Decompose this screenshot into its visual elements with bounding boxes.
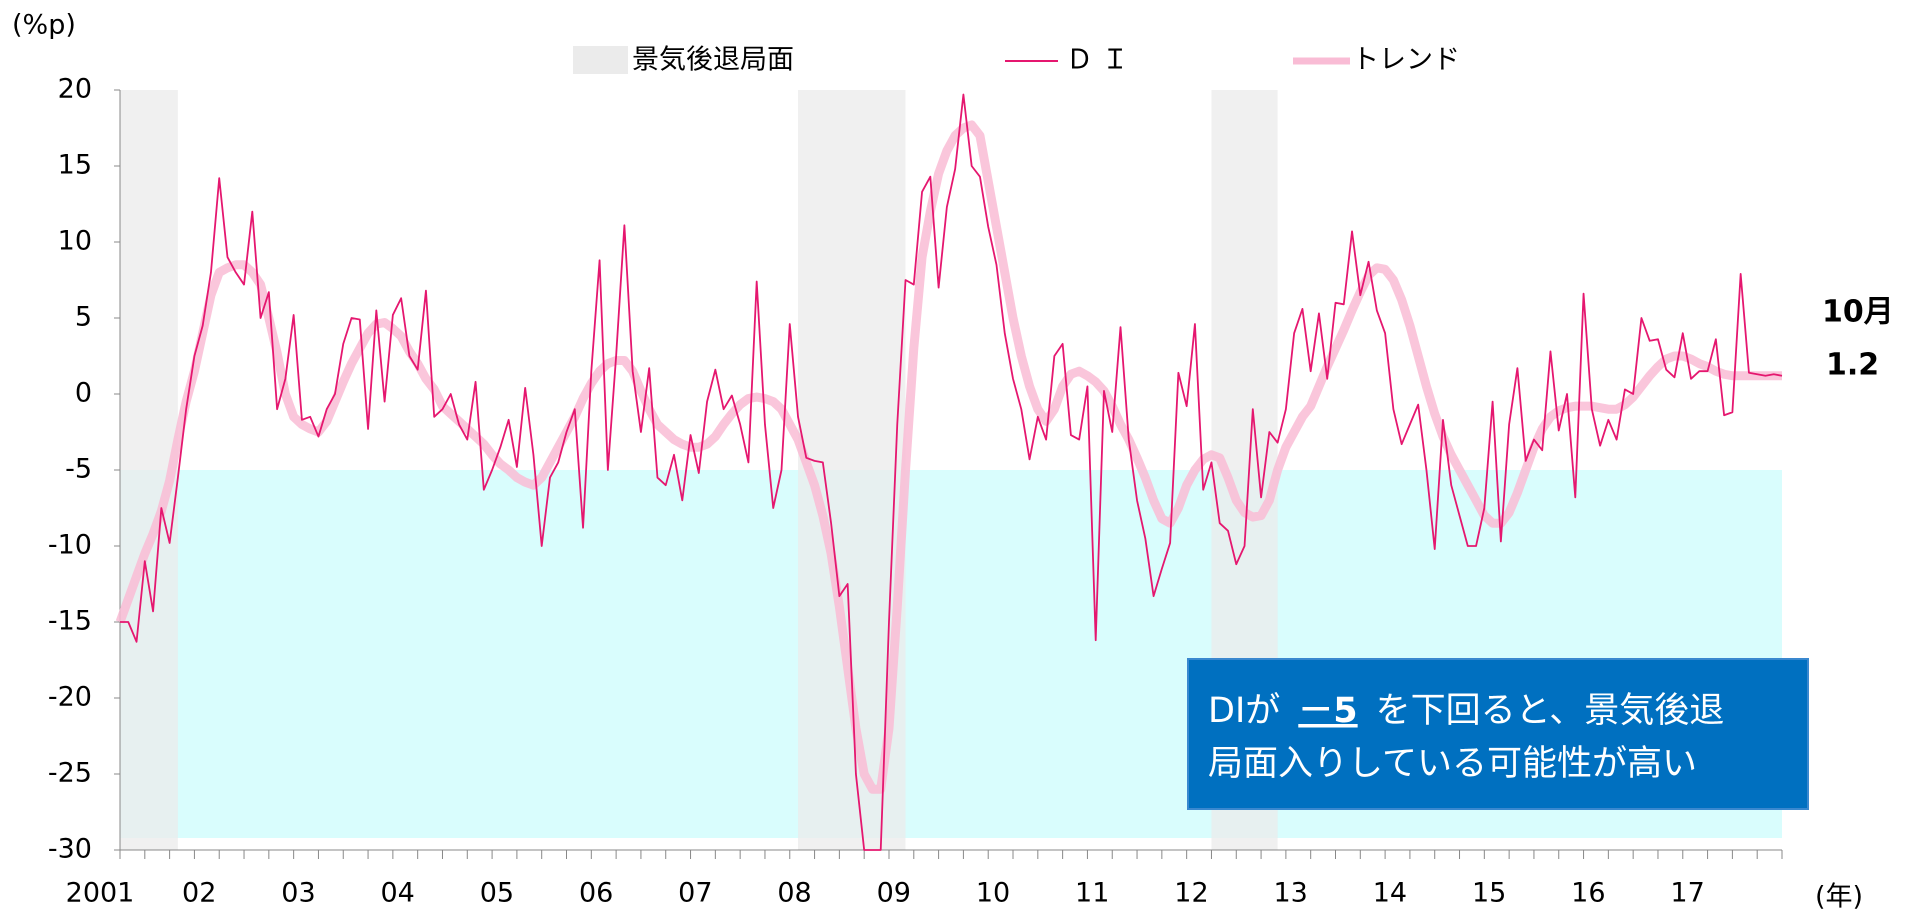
legend-swatch [573,46,628,74]
y-tick-label: 10 [58,226,92,257]
y-tick-label: -5 [65,454,92,485]
x-tick-label: 06 [579,878,613,909]
x-tick-label: 12 [1174,878,1208,909]
y-tick-label: -15 [48,606,92,637]
y-tick-label: 0 [75,378,92,409]
di-line [120,93,1783,851]
x-unit: (年) [1815,882,1863,913]
x-tick-label: 05 [480,878,514,909]
y-tick-label: -10 [48,530,92,561]
annotation-text: 局面入りしている可能性が高い [1208,744,1697,784]
y-unit: (%p) [12,10,76,41]
y-tick-label: 5 [75,302,92,333]
legend-label: Ｄ Ｉ [1066,45,1129,76]
x-tick-label: 04 [380,878,414,909]
x-tick-label: 2001 [66,878,135,909]
y-tick-label: -25 [48,758,92,789]
x-tick-label: 16 [1571,878,1605,909]
annotation-part: －5 [1298,691,1357,731]
annotation-part: を下回ると、景気後退 [1376,691,1725,731]
end-value: 1.2 [1826,348,1879,383]
x-tick-label: 11 [1075,878,1109,909]
x-tick-label: 09 [877,878,911,909]
end-label: 10月 [1822,295,1894,330]
legend-label: トレンド [1352,45,1460,76]
x-tick-label: 17 [1670,878,1704,909]
trend-line [115,120,1782,794]
y-tick-label: 15 [58,150,92,181]
y-tick-label: -30 [48,834,92,865]
y-tick-label: 20 [58,74,92,105]
y-tick-label: -20 [48,682,92,713]
x-tick-label: 10 [976,878,1010,909]
annotation-part: DIが [1208,691,1280,731]
legend-label: 景気後退局面 [632,45,794,76]
x-tick-label: 14 [1373,878,1407,909]
annotation-text: DIが －5 を下回ると、景気後退 [1208,691,1724,731]
annotation-box [1187,658,1809,810]
x-tick-label: 07 [678,878,712,909]
x-tick-label: 03 [281,878,315,909]
x-tick-label: 08 [777,878,811,909]
x-tick-label: 13 [1274,878,1308,909]
backdrop [120,90,1782,850]
x-tick-label: 15 [1472,878,1506,909]
x-tick-label: 02 [182,878,216,909]
